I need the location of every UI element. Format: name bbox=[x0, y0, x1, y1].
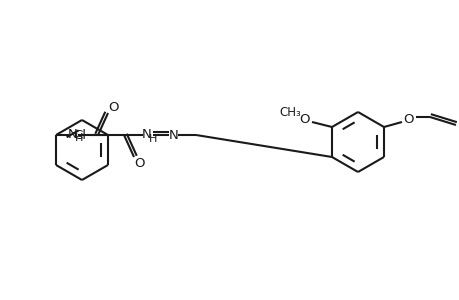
Text: CH₃: CH₃ bbox=[279, 106, 300, 118]
Text: O: O bbox=[298, 112, 308, 125]
Text: O: O bbox=[107, 100, 118, 113]
Text: H: H bbox=[149, 134, 157, 144]
Text: O: O bbox=[403, 112, 414, 125]
Text: O: O bbox=[134, 157, 144, 169]
Text: Cl: Cl bbox=[73, 128, 86, 142]
Text: N: N bbox=[68, 128, 78, 140]
Text: H: H bbox=[75, 133, 83, 143]
Text: N: N bbox=[169, 128, 179, 142]
Text: N: N bbox=[142, 128, 151, 140]
